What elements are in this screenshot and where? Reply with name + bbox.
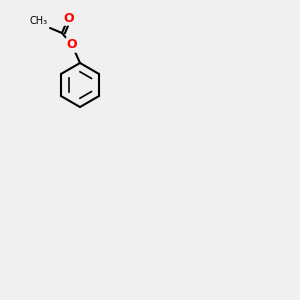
Text: O: O [67, 38, 77, 52]
Text: O: O [64, 11, 74, 25]
Text: CH₃: CH₃ [30, 16, 48, 26]
